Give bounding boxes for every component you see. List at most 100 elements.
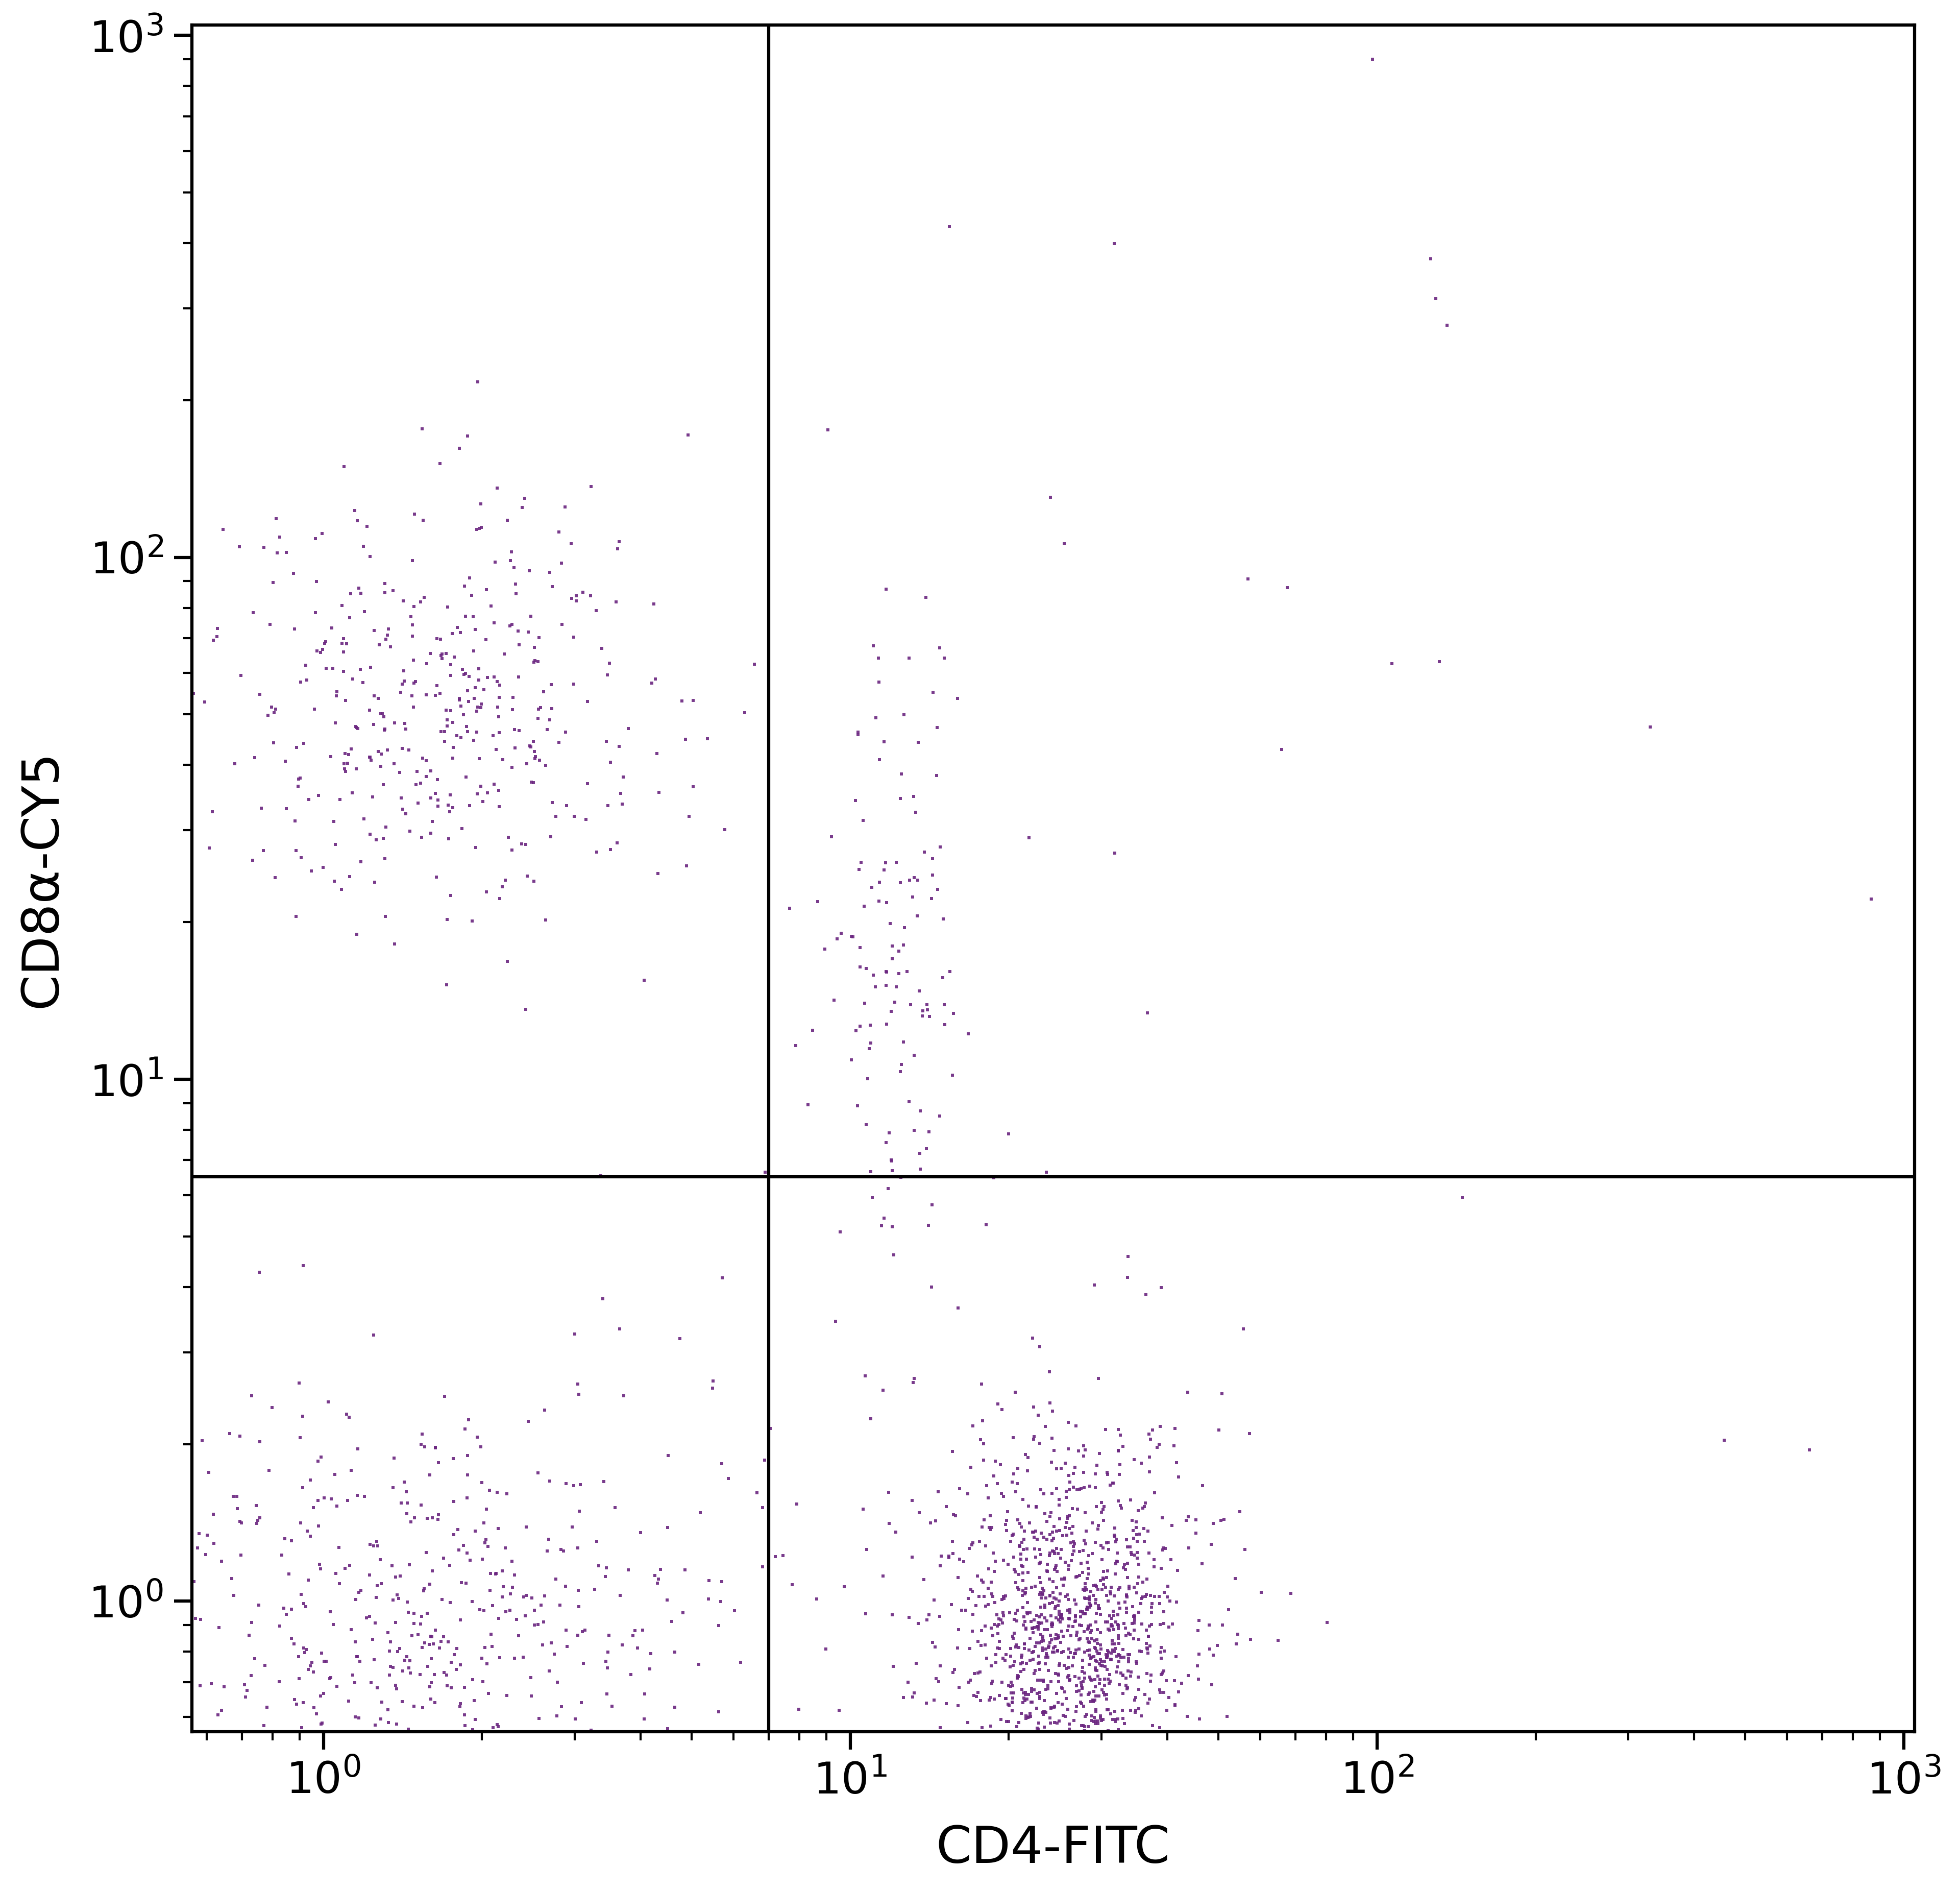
Point — [1060, 1696, 1092, 1726]
Point — [1072, 1558, 1103, 1588]
Point — [651, 1585, 682, 1615]
Point — [286, 843, 318, 874]
Point — [466, 690, 498, 720]
Point — [445, 722, 476, 753]
Point — [514, 616, 545, 647]
Point — [482, 692, 514, 722]
Point — [994, 1706, 1025, 1736]
Point — [1054, 1467, 1086, 1498]
Point — [1100, 1636, 1131, 1666]
Point — [1149, 1636, 1180, 1666]
Point — [964, 1685, 996, 1715]
Point — [1121, 1507, 1152, 1537]
Point — [523, 703, 555, 734]
Point — [1072, 1547, 1103, 1577]
Point — [1074, 1583, 1105, 1613]
Point — [1013, 1492, 1045, 1522]
Point — [367, 823, 398, 853]
Point — [1147, 1534, 1178, 1564]
Point — [539, 1639, 570, 1670]
Point — [1098, 229, 1129, 259]
Point — [749, 1157, 780, 1188]
Point — [417, 1628, 449, 1658]
Point — [780, 1488, 811, 1518]
Point — [384, 1562, 416, 1592]
Point — [982, 1619, 1013, 1649]
Point — [206, 1547, 237, 1577]
Point — [602, 533, 633, 564]
Point — [1005, 1545, 1037, 1575]
Point — [978, 1537, 1009, 1568]
Point — [390, 1500, 421, 1530]
Point — [1033, 1670, 1064, 1700]
Point — [1054, 1598, 1086, 1628]
Point — [704, 1696, 735, 1726]
Point — [514, 556, 545, 586]
Point — [994, 1653, 1025, 1683]
Point — [941, 683, 972, 713]
Point — [694, 1566, 725, 1596]
Point — [884, 1057, 915, 1087]
Point — [494, 611, 525, 641]
Point — [333, 739, 365, 770]
Point — [498, 683, 529, 713]
Point — [476, 1632, 508, 1662]
Point — [1021, 1600, 1053, 1630]
Point — [194, 832, 225, 862]
Point — [1143, 1581, 1174, 1611]
Point — [306, 1443, 337, 1473]
Point — [1121, 1520, 1152, 1551]
Point — [563, 1369, 594, 1399]
Point — [512, 1581, 543, 1611]
Point — [1131, 1579, 1162, 1609]
Point — [1002, 1505, 1033, 1535]
Point — [1019, 1632, 1051, 1662]
Point — [870, 957, 902, 987]
Point — [819, 985, 851, 1015]
Point — [1035, 1520, 1066, 1551]
Point — [1094, 1534, 1125, 1564]
Point — [339, 495, 370, 526]
Point — [894, 866, 925, 896]
Point — [500, 734, 531, 764]
Point — [1090, 1651, 1121, 1681]
Point — [1080, 1528, 1111, 1558]
Point — [378, 1443, 410, 1473]
Point — [270, 747, 302, 777]
Point — [496, 609, 527, 639]
Point — [1068, 1526, 1100, 1556]
Point — [416, 639, 447, 669]
Point — [1056, 1611, 1088, 1641]
Point — [374, 1636, 406, 1666]
Point — [482, 1604, 514, 1634]
Point — [1033, 1630, 1064, 1660]
Point — [590, 1647, 621, 1677]
Point — [1100, 1522, 1131, 1553]
Point — [1129, 1488, 1160, 1518]
Point — [525, 692, 557, 722]
Point — [1007, 1602, 1039, 1632]
Point — [1009, 1607, 1041, 1638]
Point — [1376, 649, 1407, 679]
Point — [421, 624, 453, 654]
Point — [1066, 1674, 1098, 1704]
Point — [451, 1537, 482, 1568]
Point — [425, 1585, 457, 1615]
Point — [1147, 1658, 1178, 1689]
Point — [470, 575, 502, 605]
Point — [1015, 1605, 1047, 1636]
Point — [1115, 1660, 1147, 1691]
Point — [368, 715, 400, 745]
Point — [298, 694, 329, 724]
Point — [410, 745, 441, 775]
Point — [286, 1401, 318, 1431]
Point — [894, 1087, 925, 1118]
Point — [1086, 1651, 1117, 1681]
Point — [1029, 1649, 1060, 1679]
Point — [278, 1685, 310, 1715]
Point — [1092, 1607, 1123, 1638]
Point — [441, 720, 472, 751]
Point — [412, 649, 443, 679]
Point — [939, 1500, 970, 1530]
Point — [1088, 1492, 1119, 1522]
